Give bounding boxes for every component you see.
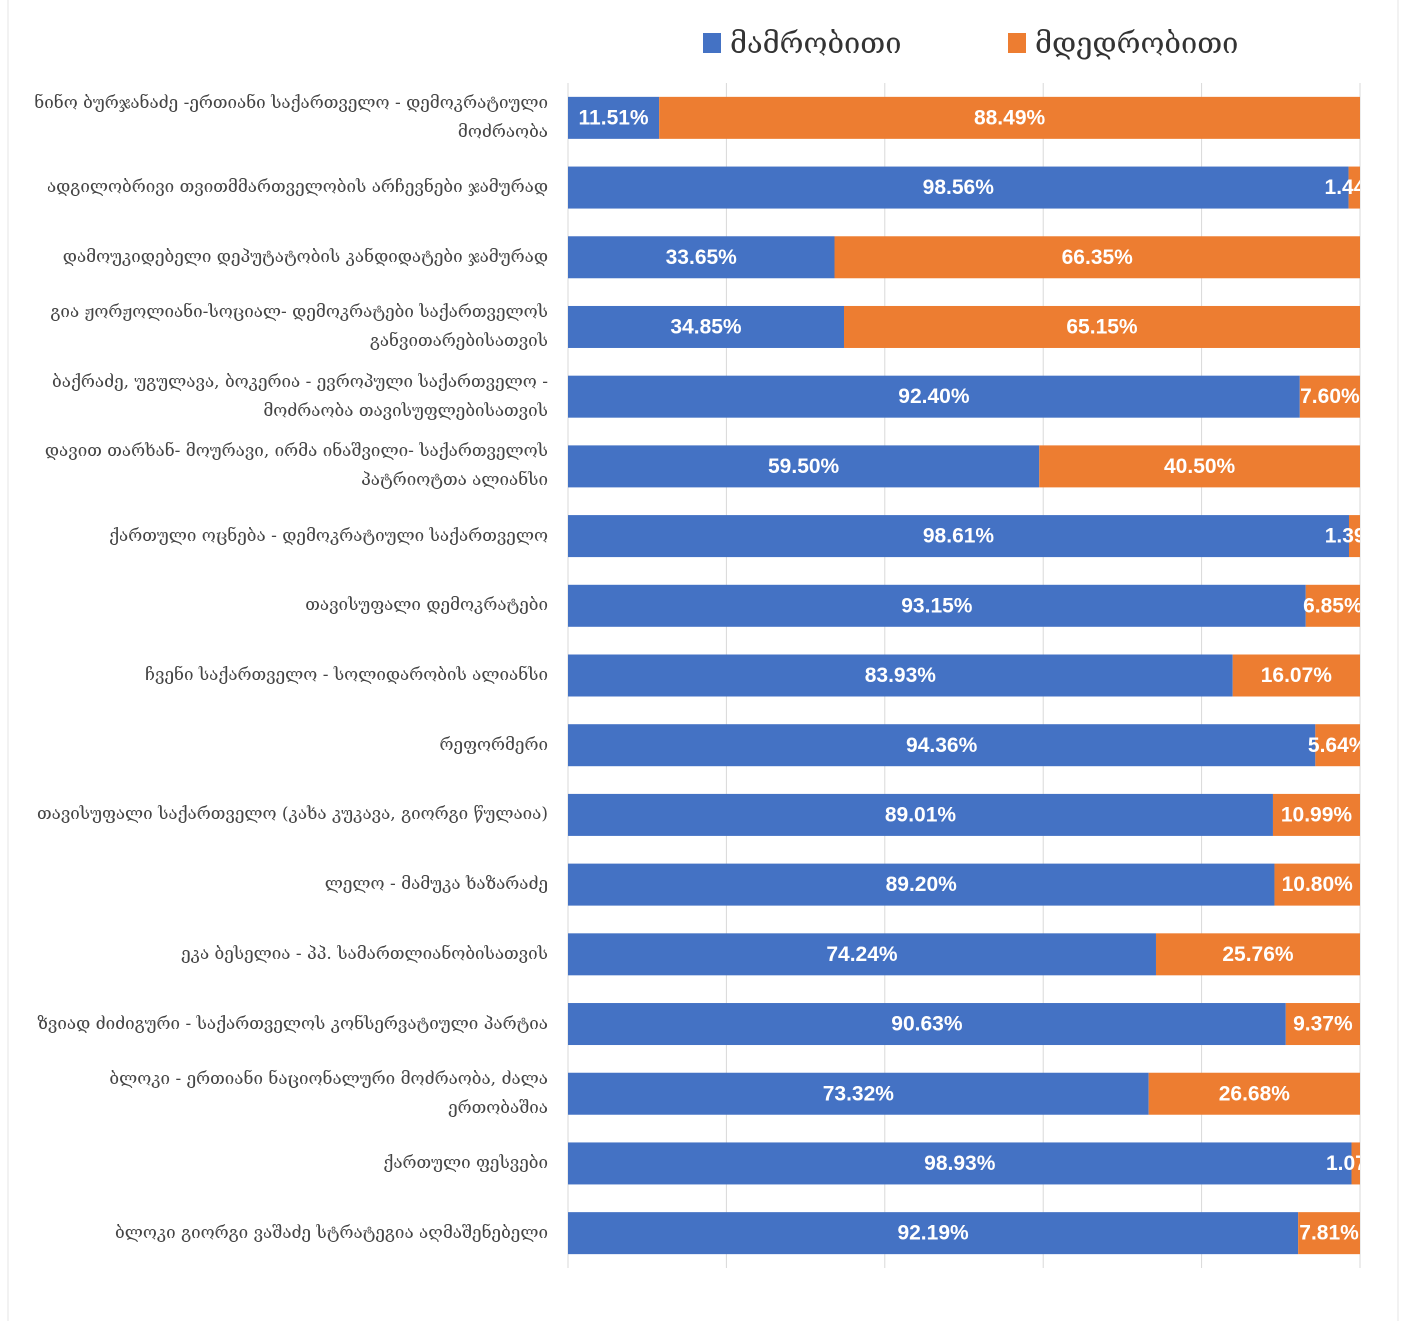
category-label: გია ჟორჟოლიანი-სოციალ- დემოკრატები საქარ… [50,301,548,351]
bar-segment [1348,166,1360,209]
legend-label: მდედრობითი [1035,26,1238,60]
bar-segment [1039,445,1360,488]
bar-segment [1305,584,1360,627]
bar-segment [568,654,1233,697]
bar-segment [568,1212,1299,1255]
category-label: ბლოკი გიორგი ვაშაძე სტრატეგია აღმაშენებე… [115,1222,548,1243]
category-label: რეფორმერი [439,734,548,755]
category-label: თავისუფალი დემოკრატები [305,595,548,616]
bar-segment [568,96,660,139]
legend-swatch [1008,33,1026,53]
value-label: 10.80% [1282,873,1354,896]
bar-segment [568,724,1316,767]
category-label: დამოუკიდებელი დეპუტატობის კანდიდატები ჯა… [62,246,548,267]
category-label: თავისუფალი საქართველო (კახა კუკავა, გიორ… [37,804,548,825]
value-label: 92.19% [897,1222,969,1245]
plot: 11.51% 88.49% 98.56% 1.44% 33.65% 66.35% 34.85… [568,96,1386,1255]
value-label: 7.81% [1299,1222,1359,1245]
bar-segment [834,236,1360,279]
value-label: 93.15% [901,594,973,617]
value-label: 6.85% [1303,594,1363,617]
bar-segment [568,1072,1149,1115]
bar-segment [844,305,1360,348]
bar-segment [568,1003,1286,1046]
bar-segment [568,236,835,279]
value-label: 16.07% [1261,664,1333,687]
bar-segment [1298,1212,1360,1255]
legend-label: მამრობითი [730,26,901,60]
category-label: ჩვენი საქართველო - სოლიდარობის ალიანსი [145,665,548,685]
bar-segment [568,515,1349,558]
value-label: 88.49% [974,106,1046,129]
value-label: 10.99% [1281,803,1353,826]
bar-segment [1299,375,1360,418]
value-label: 89.01% [885,803,957,826]
category-label: ნინო ბურჯანაძე -ერთიანი საქართველო - დემ… [34,92,548,142]
category-label: ბლოკი - ერთიანი ნაციონალური მოძრაობა, ძა… [109,1068,548,1118]
bar-segment [568,166,1349,209]
value-label: 98.56% [923,176,995,199]
category-label: ადგილობრივი თვითმმართველობის არჩევნები ჯ… [46,177,548,198]
bar-segment [1232,654,1360,697]
bar-segment [1351,1142,1360,1185]
value-label: 98.93% [924,1152,996,1175]
value-label: 7.60% [1300,385,1360,408]
value-label: 59.50% [768,455,840,478]
category-label: ზვიად ძიძიგური - საქართველოს კონსერვატიუ… [37,1013,548,1034]
value-label: 1.44% [1325,176,1385,199]
value-label: 83.93% [865,664,937,687]
value-label: 1.07% [1326,1152,1386,1175]
value-label: 34.85% [670,316,742,339]
value-label: 74.24% [826,943,898,966]
value-label: 94.36% [906,734,978,757]
bar-segment [1148,1072,1360,1115]
bar-segment [659,96,1360,139]
value-label: 1.39% [1325,525,1385,548]
bar-segment [568,933,1156,976]
category-label: ბაქრაძე, უგულავა, ბოკერია - ევროპული საქ… [52,371,548,421]
value-label: 5.64% [1308,734,1368,757]
category-label: ქართული ოცნება - დემოკრატიული საქართველო [109,525,548,546]
value-label: 9.37% [1293,1013,1353,1036]
value-label: 89.20% [886,873,958,896]
value-label: 33.65% [666,246,738,269]
value-label: 90.63% [891,1013,963,1036]
bar-segment [568,584,1306,627]
category-label: დავით თარხან- მოურავი, ირმა ინაშვილი- სა… [44,441,548,491]
bar-segment [568,1142,1352,1185]
bar-segment [1285,1003,1360,1046]
bar-segment [1274,863,1360,906]
value-label: 11.51% [579,106,649,129]
bar-segment [1272,793,1360,836]
value-label: 66.35% [1062,246,1134,269]
bar-segment [568,863,1275,906]
bar-segment [1315,724,1360,767]
value-label: 25.76% [1222,943,1294,966]
value-label: 92.40% [898,385,970,408]
category-label: ეკა ბესელია - პპ. სამართლიანობისათვის [181,943,548,964]
value-label: 40.50% [1164,455,1236,478]
value-label: 73.32% [823,1082,895,1105]
category-label: ქართული ფესვები [383,1152,548,1173]
bar-segment [1348,515,1360,558]
bar-segment [568,793,1273,836]
value-label: 98.61% [923,525,995,548]
bar-segment [1155,933,1360,976]
category-label: ლელო - მამუკა ხაზარაძე [324,874,548,895]
value-label: 65.15% [1066,316,1138,339]
value-label: 26.68% [1219,1082,1291,1105]
bar-segment [568,445,1040,488]
legend-swatch [703,33,721,53]
bar-segment [568,305,845,348]
bar-segment [568,375,1300,418]
